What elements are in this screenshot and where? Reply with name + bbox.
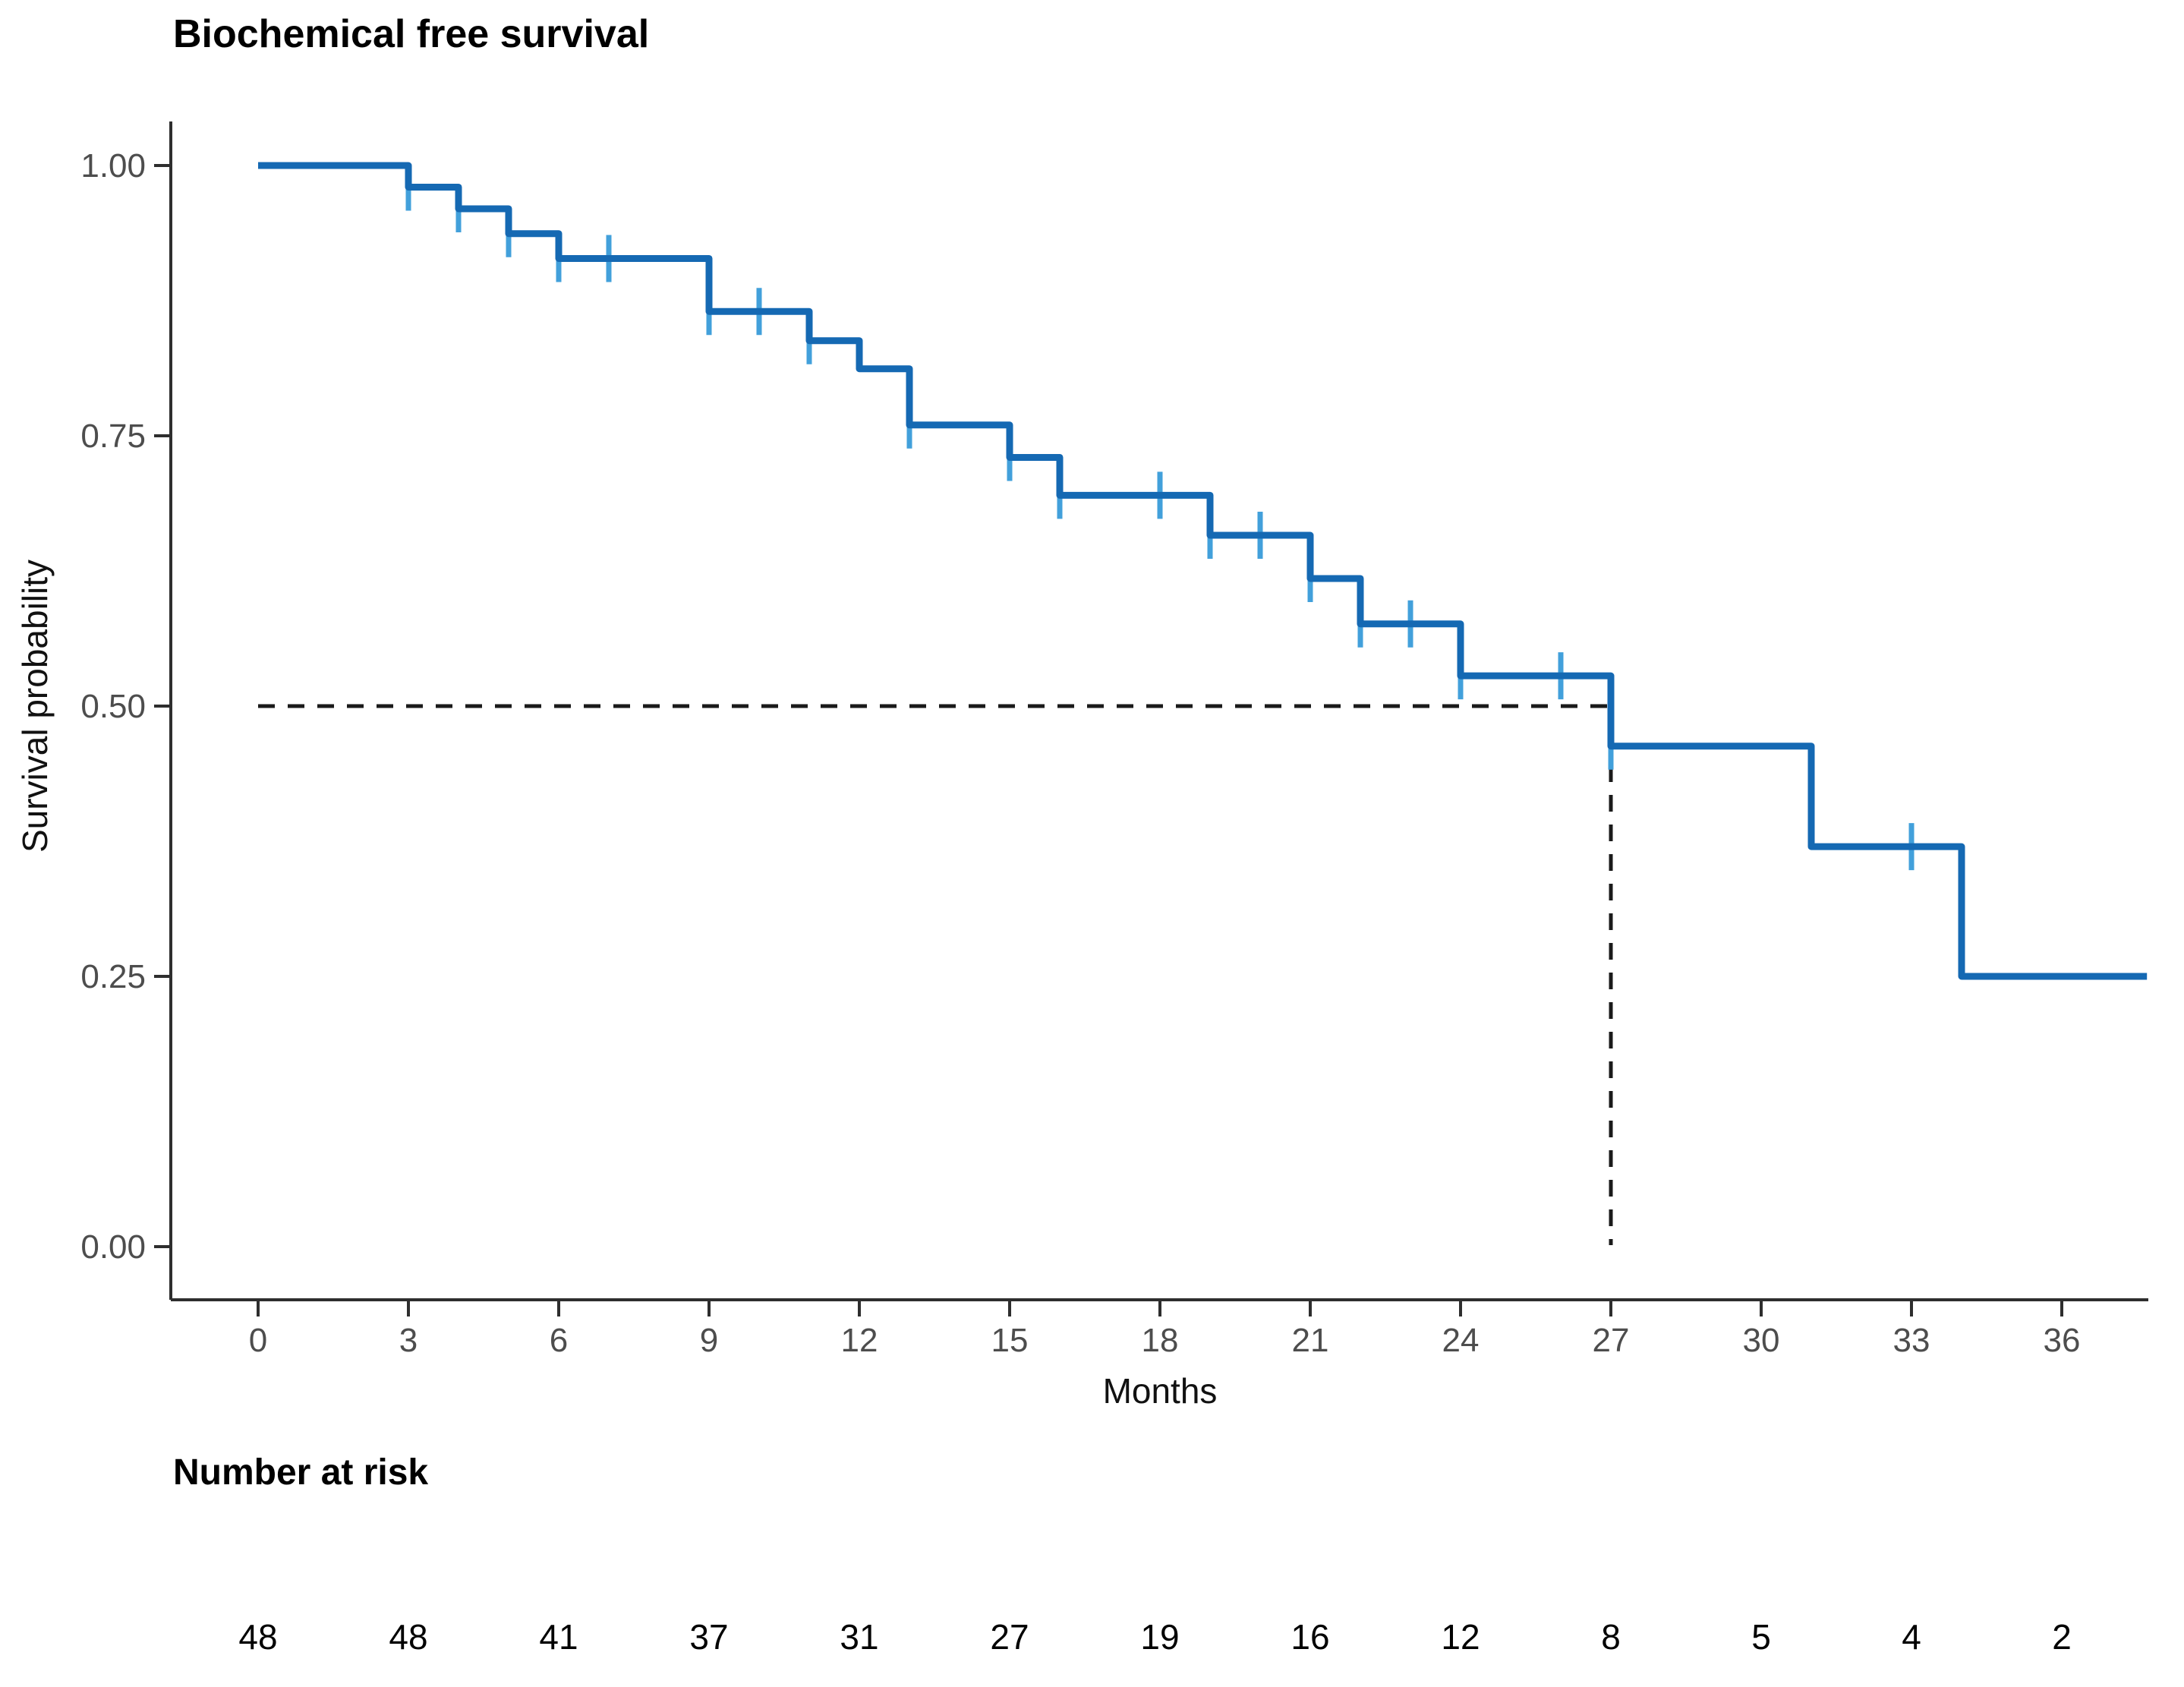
km-curve: [258, 162, 2148, 980]
risk-count: 5: [1751, 1617, 1771, 1657]
risk-count: 37: [689, 1617, 728, 1657]
y-tick-label: 0.75: [80, 418, 146, 455]
risk-count: 19: [1140, 1617, 1179, 1657]
chart-title: Biochemical free survival: [173, 12, 649, 56]
km-curve-line: [258, 162, 2148, 980]
x-axis-ticks: 0 3 6 9 12 15 18 21 24 27 30 33 36: [249, 1300, 2081, 1359]
risk-count: 4: [1902, 1617, 1921, 1657]
x-tick-label: 36: [2044, 1322, 2081, 1359]
x-tick-label: 6: [550, 1322, 568, 1359]
risk-count: 48: [389, 1617, 427, 1657]
risk-count: 48: [238, 1617, 277, 1657]
risk-count: 31: [840, 1617, 878, 1657]
axes: [169, 121, 2148, 1301]
median-reference-lines: [258, 704, 1613, 1245]
x-tick-label: 30: [1743, 1322, 1780, 1359]
y-tick-label: 0.00: [80, 1228, 146, 1266]
x-tick-label: 24: [1442, 1322, 1480, 1359]
y-axis-ticks: 1.00 0.75 0.50 0.25 0.00: [80, 147, 171, 1266]
risk-table-row: 48 48 41 37 31 27 19 16 12 8 5 4 2: [238, 1617, 2071, 1657]
risk-count: 27: [990, 1617, 1029, 1657]
x-tick-label: 15: [991, 1322, 1029, 1359]
x-tick-label: 12: [841, 1322, 878, 1359]
x-tick-label: 33: [1893, 1322, 1930, 1359]
risk-table-header: Number at risk: [173, 1452, 428, 1493]
x-axis-title: Months: [1103, 1371, 1218, 1411]
x-tick-label: 0: [249, 1322, 267, 1359]
risk-count: 16: [1291, 1617, 1329, 1657]
risk-count: 8: [1601, 1617, 1621, 1657]
y-axis-title: Survival probability: [15, 560, 55, 853]
y-tick-label: 0.25: [80, 958, 146, 995]
y-tick-label: 1.00: [80, 147, 146, 184]
risk-count: 2: [2052, 1617, 2072, 1657]
x-tick-label: 27: [1593, 1322, 1630, 1359]
x-tick-label: 18: [1142, 1322, 1179, 1359]
censor-marks: [405, 163, 1915, 871]
x-tick-label: 9: [700, 1322, 718, 1359]
y-tick-label: 0.50: [80, 688, 146, 725]
risk-count: 12: [1441, 1617, 1480, 1657]
risk-count: 41: [539, 1617, 578, 1657]
x-tick-label: 21: [1292, 1322, 1329, 1359]
x-tick-label: 3: [399, 1322, 418, 1359]
